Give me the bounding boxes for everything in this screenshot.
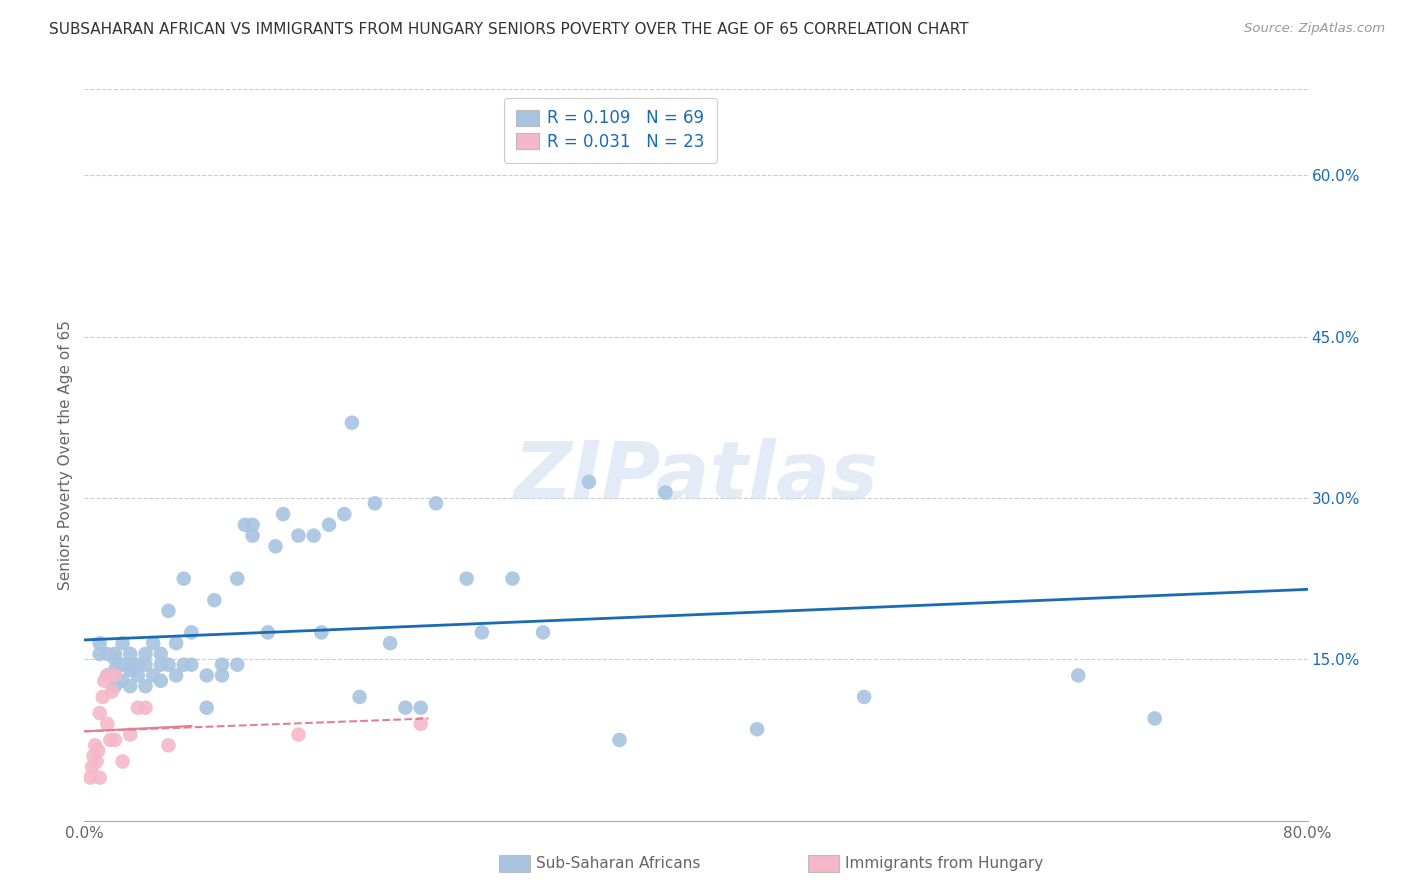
Point [242, 528, 264, 542]
Point [142, 636, 165, 650]
Point [409, 700, 432, 714]
Point [120, 663, 142, 677]
Point [226, 572, 249, 586]
Point [104, 663, 127, 677]
Point [578, 475, 600, 489]
Text: Immigrants from Hungary: Immigrants from Hungary [845, 856, 1043, 871]
Point [340, 416, 363, 430]
Point [226, 657, 249, 672]
Point [87, 744, 110, 758]
Point [157, 739, 180, 753]
Point [89, 706, 111, 720]
Text: SUBSAHARAN AFRICAN VS IMMIGRANTS FROM HUNGARY SENIORS POVERTY OVER THE AGE OF 65: SUBSAHARAN AFRICAN VS IMMIGRANTS FROM HU… [49, 22, 969, 37]
Point [127, 700, 149, 714]
Text: ZIPatlas: ZIPatlas [513, 438, 879, 516]
Point [89, 771, 111, 785]
Point [318, 517, 340, 532]
Point [104, 668, 127, 682]
Point [120, 657, 142, 672]
Point [202, 593, 225, 607]
Point [180, 625, 202, 640]
Point [83, 749, 105, 764]
Point [333, 507, 356, 521]
Point [654, 485, 676, 500]
Point [409, 716, 432, 731]
Point [101, 684, 124, 698]
Point [211, 668, 233, 682]
Point [80, 760, 103, 774]
Point [86, 755, 108, 769]
Point [609, 733, 631, 747]
Point [120, 728, 142, 742]
Point [211, 657, 233, 672]
Point [502, 572, 524, 586]
Point [456, 572, 478, 586]
Point [89, 636, 111, 650]
Point [96, 647, 118, 661]
Point [311, 625, 333, 640]
Point [233, 517, 256, 532]
Point [135, 700, 157, 714]
Point [195, 700, 218, 714]
Point [96, 716, 118, 731]
Point [271, 507, 294, 521]
Legend: R = 0.109   N = 69, R = 0.031   N = 23: R = 0.109 N = 69, R = 0.031 N = 23 [505, 97, 717, 162]
Point [302, 528, 325, 542]
Point [79, 771, 101, 785]
Point [127, 668, 149, 682]
Point [111, 755, 134, 769]
Point [242, 517, 264, 532]
Point [149, 657, 172, 672]
Point [364, 496, 387, 510]
Point [96, 668, 118, 682]
Point [89, 647, 111, 661]
Point [104, 652, 127, 666]
Point [111, 657, 134, 672]
Point [149, 647, 172, 661]
Point [120, 647, 142, 661]
Point [1143, 711, 1166, 725]
Point [173, 657, 195, 672]
Point [149, 673, 172, 688]
Point [394, 700, 416, 714]
Point [135, 647, 157, 661]
Text: Sub-Saharan Africans: Sub-Saharan Africans [536, 856, 700, 871]
Point [111, 673, 134, 688]
Point [380, 636, 402, 650]
Point [142, 668, 165, 682]
Point [747, 723, 769, 737]
Point [180, 657, 202, 672]
Point [104, 733, 127, 747]
Point [425, 496, 447, 510]
Point [471, 625, 494, 640]
Point [84, 739, 107, 753]
Point [165, 668, 187, 682]
Point [135, 657, 157, 672]
Point [287, 728, 309, 742]
Point [93, 673, 115, 688]
Point [111, 636, 134, 650]
Point [173, 572, 195, 586]
Point [853, 690, 876, 704]
Point [165, 636, 187, 650]
Point [157, 604, 180, 618]
Point [104, 647, 127, 661]
Point [135, 679, 157, 693]
Text: Source: ZipAtlas.com: Source: ZipAtlas.com [1244, 22, 1385, 36]
Point [531, 625, 554, 640]
Point [1067, 668, 1090, 682]
Point [127, 657, 149, 672]
Y-axis label: Seniors Poverty Over the Age of 65: Seniors Poverty Over the Age of 65 [58, 320, 73, 590]
Point [96, 668, 118, 682]
Point [287, 528, 309, 542]
Point [120, 679, 142, 693]
Point [104, 679, 127, 693]
Point [157, 657, 180, 672]
Point [349, 690, 371, 704]
Point [195, 668, 218, 682]
Point [257, 625, 280, 640]
Point [264, 539, 287, 553]
Point [98, 733, 121, 747]
Point [91, 690, 114, 704]
